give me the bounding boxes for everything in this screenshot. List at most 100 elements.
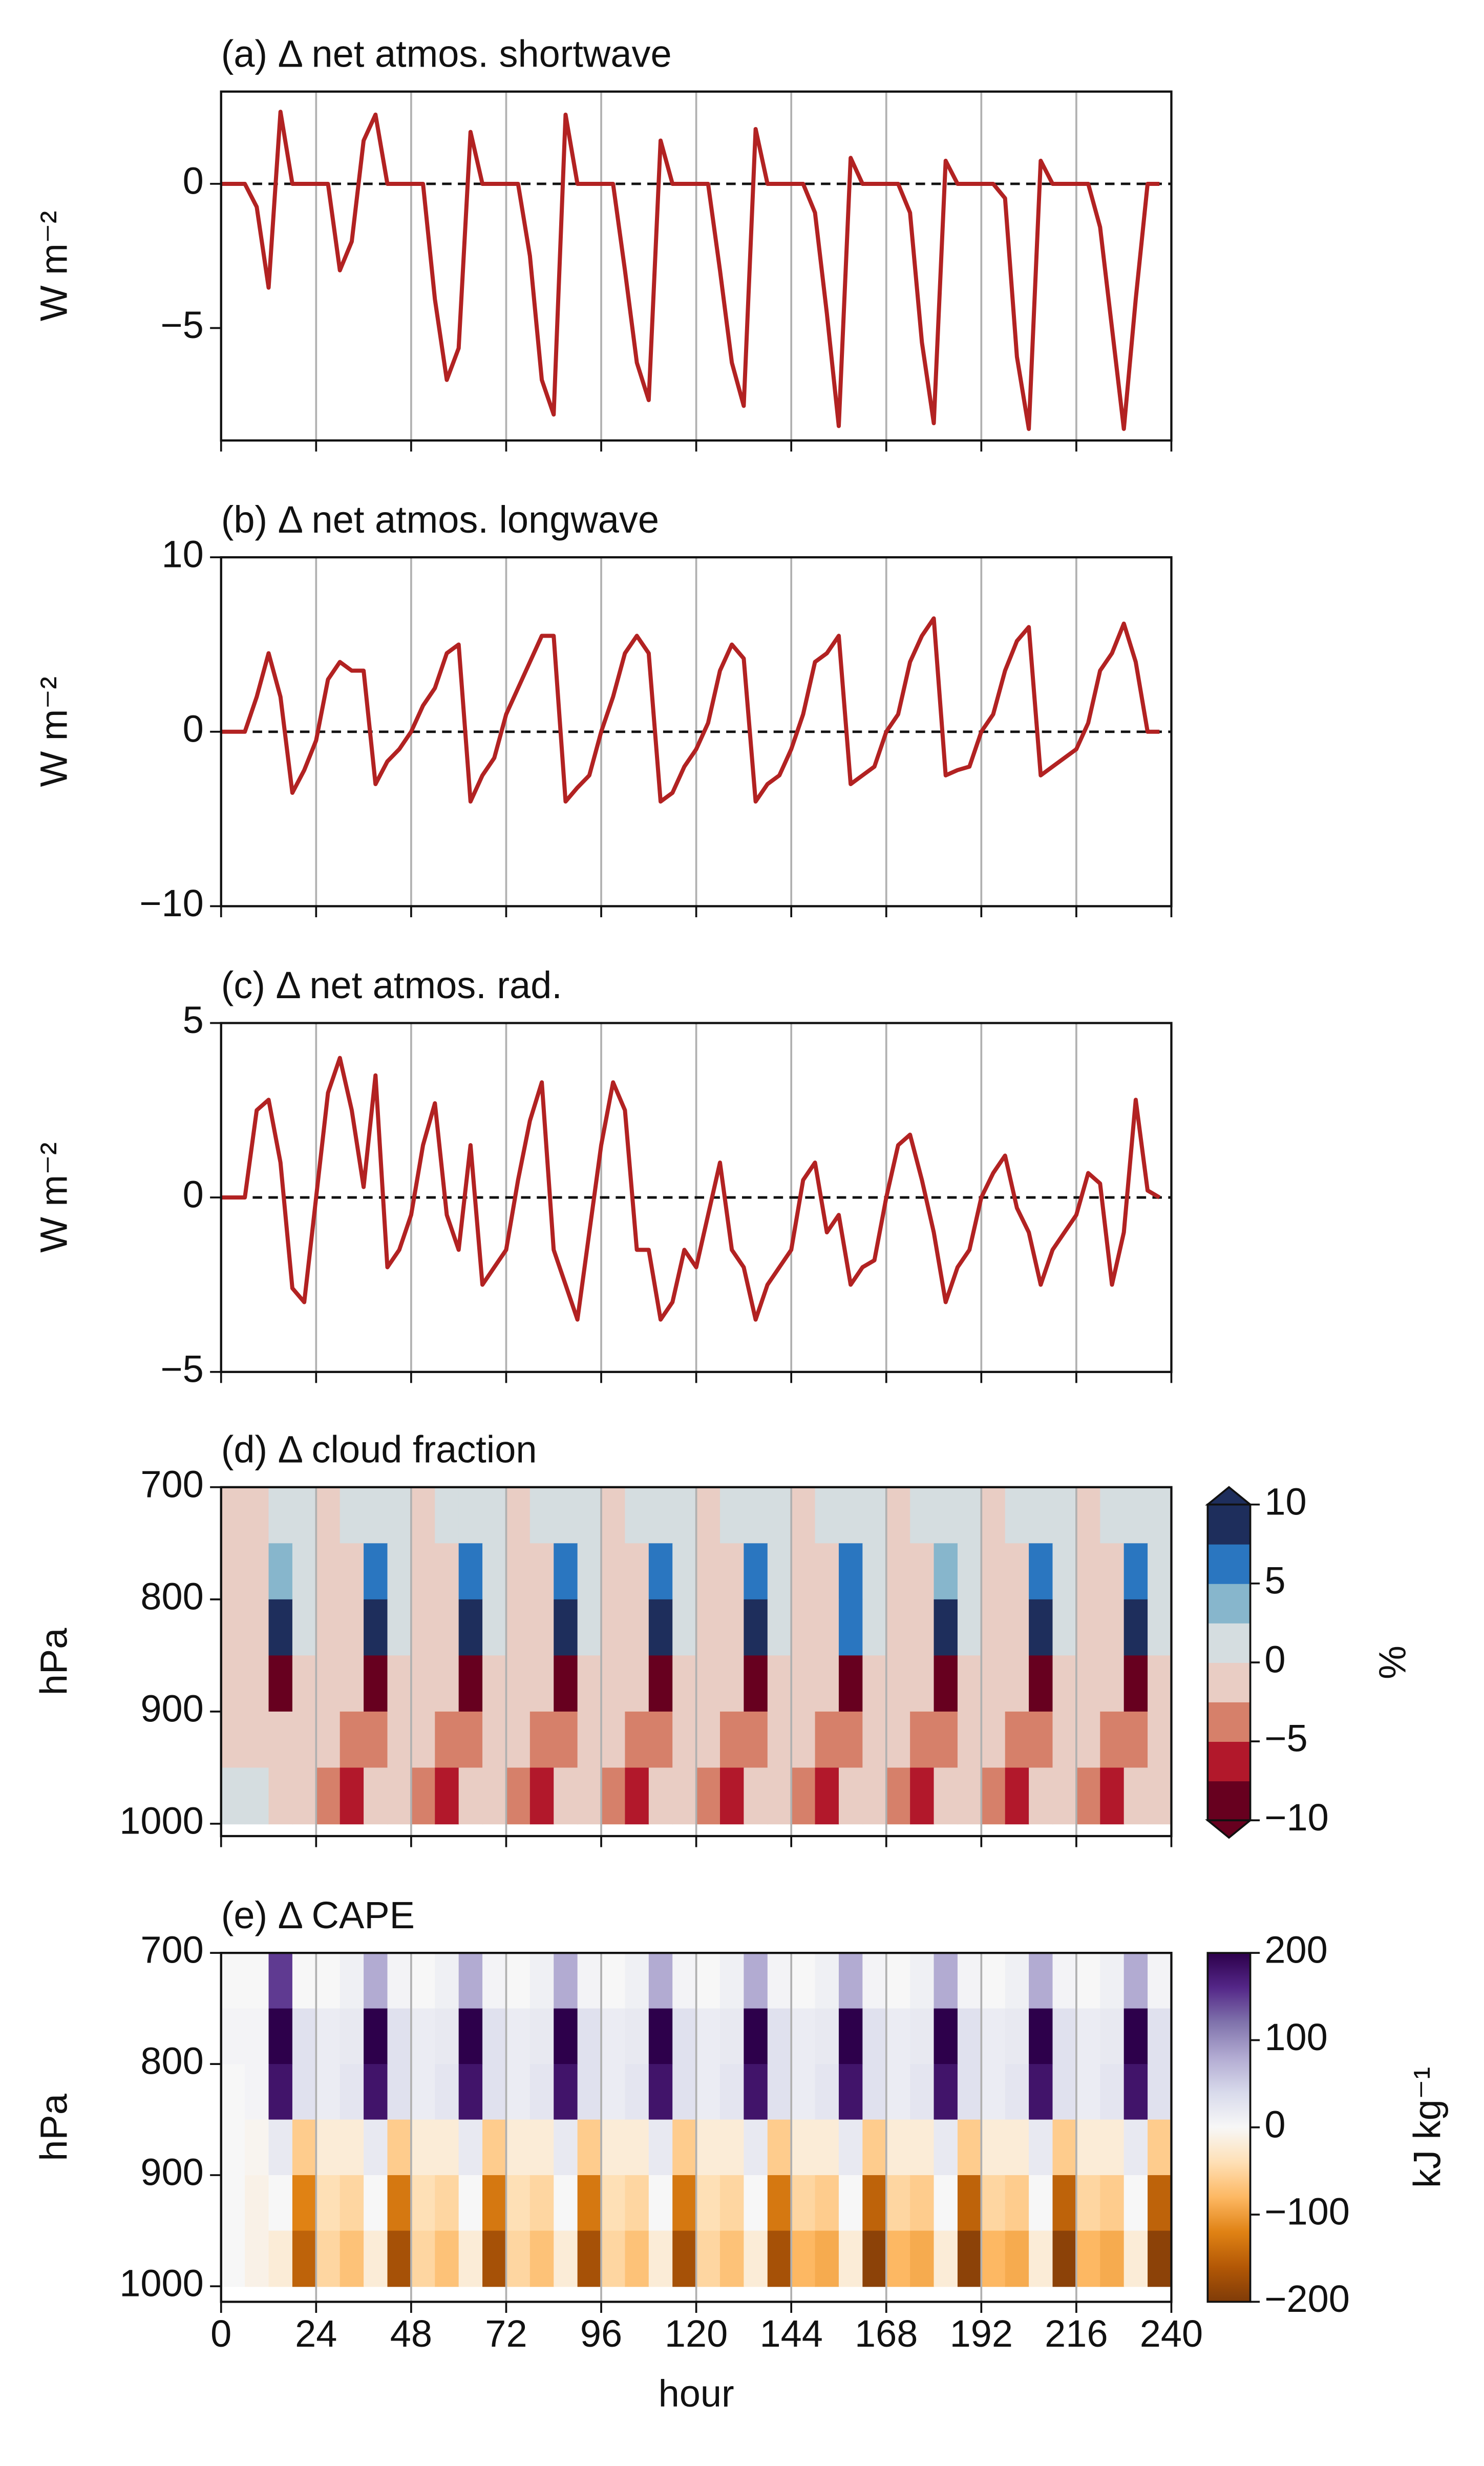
heatmap-cell (1076, 2008, 1101, 2065)
x-axis-label: hour (659, 2372, 734, 2415)
heatmap-cell (316, 1487, 341, 1544)
heatmap-cell (411, 1767, 436, 1825)
heatmap-cell (791, 2008, 816, 2065)
heatmap-cell (696, 1655, 721, 1713)
heatmap-cell (862, 1543, 887, 1600)
heatmap-cell (767, 1711, 792, 1768)
heatmap-cell (791, 1599, 816, 1656)
heatmap-cell (672, 1487, 697, 1544)
heatmap-cell (815, 1953, 840, 2009)
heatmap-cell (696, 2008, 721, 2065)
heatmap-cell (838, 2008, 863, 2065)
heatmap-cell (719, 1767, 745, 1825)
colorbar-tick-label: 0 (1264, 2103, 1285, 2145)
heatmap-cell (981, 1487, 1006, 1544)
heatmap-cell (554, 1543, 578, 1600)
heatmap-cell (1148, 2230, 1172, 2287)
heatmap-cell (719, 1953, 745, 2009)
colorbar-swatch (1207, 1662, 1250, 1702)
heatmap-cell (411, 1543, 436, 1600)
heatmap-cell (292, 2119, 317, 2176)
x-tick-label: 48 (390, 2312, 432, 2355)
y-tick-label: 800 (140, 1575, 203, 1617)
heatmap-cell (910, 1711, 935, 1768)
heatmap-cell (435, 1953, 459, 2009)
heatmap-cell (862, 1711, 887, 1768)
heatmap-cell (719, 2175, 745, 2231)
y-tick-label: 1000 (119, 1799, 204, 1842)
heatmap-cell (316, 2064, 341, 2120)
heatmap-cell (672, 1543, 697, 1600)
heatmap-cell (529, 1599, 555, 1656)
panel-title: (c) Δ net atmos. rad. (221, 964, 562, 1006)
x-tick-label: 192 (950, 2312, 1013, 2355)
heatmap-cell (625, 2008, 650, 2065)
heatmap-cell (221, 2119, 246, 2176)
heatmap-cell (292, 1711, 317, 1768)
heatmap-cell (364, 1599, 388, 1656)
heatmap-cell (340, 1711, 365, 1768)
heatmap-cell (458, 2119, 483, 2176)
data-line (221, 616, 1160, 804)
heatmap-cell (838, 1655, 863, 1713)
heatmap-cell (1029, 1711, 1053, 1768)
heatmap-cell (648, 1543, 673, 1600)
heatmap-cell (411, 1599, 436, 1656)
heatmap-cell (1123, 2008, 1149, 2065)
heatmap-cell (981, 1953, 1006, 2009)
heatmap-cell (981, 2175, 1006, 2231)
plot-frame (220, 90, 1173, 442)
heatmap-cell (1148, 1487, 1172, 1544)
heatmap-cell (245, 1543, 269, 1600)
heatmap-cell (744, 1953, 769, 2009)
heatmap-cell (1029, 2119, 1053, 2176)
heatmap-cell (862, 1487, 887, 1544)
heatmap-cell (886, 2119, 911, 2176)
heatmap-cell (744, 1655, 769, 1713)
heatmap-cell (411, 2119, 436, 2176)
heatmap-cell (316, 2230, 341, 2287)
heatmap-cell (744, 2064, 769, 2120)
y-tick-label: −5 (160, 1347, 203, 1390)
heatmap-cell (1029, 1599, 1053, 1656)
heatmap-cell (1148, 1543, 1172, 1600)
heatmap-cell (268, 2064, 293, 2120)
heatmap-cell (815, 2230, 840, 2287)
heatmap-cell (577, 1655, 602, 1713)
heatmap-cell (1052, 1655, 1077, 1713)
heatmap-cell (672, 1599, 697, 1656)
colorbar-fill (1207, 1953, 1250, 2302)
heatmap-cell (672, 2175, 697, 2231)
heatmap-cell (696, 2064, 721, 2120)
heatmap-cell (910, 1543, 935, 1600)
heatmap-cell (506, 1953, 531, 2009)
heatmap-cell (1123, 2175, 1149, 2231)
heatmap-cell (744, 1487, 769, 1544)
heatmap-cell (577, 1767, 602, 1825)
heatmap-cell (1005, 1767, 1030, 1825)
plot-frame (220, 1022, 1173, 1373)
heatmap-cell (245, 1599, 269, 1656)
colorbar-extend (1205, 1819, 1253, 1839)
heatmap-cell (554, 2230, 578, 2287)
heatmap-cell (696, 1487, 721, 1544)
heatmap-cell (387, 2230, 412, 2287)
heatmap-cell (340, 1655, 365, 1713)
heatmap-cell (316, 1543, 341, 1600)
heatmap-cell (387, 1599, 412, 1656)
heatmap-cell (1123, 1655, 1149, 1713)
heatmap-cell (1076, 2175, 1101, 2231)
heatmap-cell (1148, 2119, 1172, 2176)
heatmap-cell (364, 2230, 388, 2287)
heatmap-cell (1076, 1953, 1101, 2009)
heatmap-cell (458, 2175, 483, 2231)
heatmap-cell (529, 2119, 555, 2176)
heatmap-cell (886, 1599, 911, 1656)
heatmap-cell (862, 2230, 887, 2287)
heatmap-cell (221, 2008, 246, 2065)
heatmap-cell (767, 1953, 792, 2009)
heatmap-cell (1005, 1487, 1030, 1544)
heatmap-cell (1148, 1953, 1172, 2009)
heatmap-cell (1029, 2230, 1053, 2287)
